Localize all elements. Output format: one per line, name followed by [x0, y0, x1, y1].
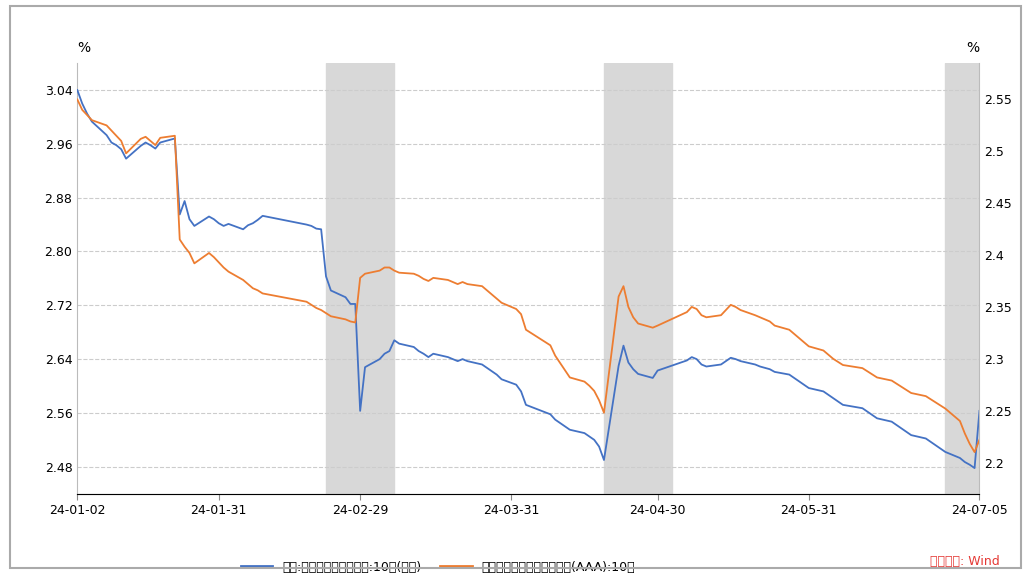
Text: %: % [966, 41, 979, 55]
Bar [604, 63, 672, 494]
Bar [945, 63, 994, 494]
Text: %: % [77, 41, 91, 55]
Bar [326, 63, 394, 494]
Text: 数据来源: Wind: 数据来源: Wind [930, 555, 1000, 568]
Legend: 中国:中债国债到期收益率:10年(右轴), 中债中短期票据到期收益率(AAA):10年: 中国:中债国债到期收益率:10年(右轴), 中债中短期票据到期收益率(AAA):… [236, 556, 640, 574]
